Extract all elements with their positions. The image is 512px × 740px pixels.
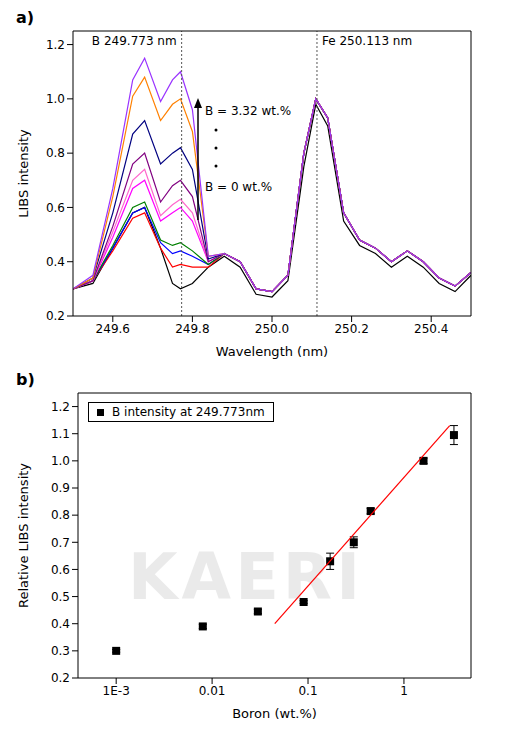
svg-text:Wavelength (nm): Wavelength (nm) [216,344,328,359]
svg-text:1.2: 1.2 [46,38,65,52]
svg-text:1.0: 1.0 [51,454,70,468]
svg-text:0.8: 0.8 [46,146,65,160]
html-text:B = 0 wt.%: B = 0 wt.% [205,180,273,194]
html-text:a): a) [16,8,35,27]
html-text:B intensity at 249.773nm: B intensity at 249.773nm [112,405,265,419]
html-text:B = 3.32 wt.%: B = 3.32 wt.% [205,104,292,118]
svg-text:0.8: 0.8 [51,508,70,522]
svg-text:0.4: 0.4 [51,617,70,631]
svg-text:0.4: 0.4 [46,255,65,269]
svg-text:LIBS intensity: LIBS intensity [16,129,31,218]
svg-text:B 249.773 nm: B 249.773 nm [92,34,177,48]
svg-text:1.2: 1.2 [51,400,70,414]
svg-text:1.1: 1.1 [51,427,70,441]
html-text:b): b) [16,370,35,389]
svg-text:Boron (wt.%): Boron (wt.%) [232,706,317,721]
svg-text:250.0: 250.0 [255,322,289,336]
svg-text:Relative LIBS intensity: Relative LIBS intensity [16,463,31,608]
svg-text:0.6: 0.6 [51,563,70,577]
svg-text:0.2: 0.2 [46,309,65,323]
svg-text:250.4: 250.4 [414,322,448,336]
svg-text:0.9: 0.9 [51,481,70,495]
svg-text:0.1: 0.1 [298,684,317,698]
svg-text:0.3: 0.3 [51,644,70,658]
svg-text:0.5: 0.5 [51,590,70,604]
svg-text:249.8: 249.8 [175,322,209,336]
svg-text:1: 1 [400,684,408,698]
svg-text:250.2: 250.2 [334,322,368,336]
svg-text:0.01: 0.01 [199,684,226,698]
svg-text:1E-3: 1E-3 [103,684,130,698]
svg-text:249.6: 249.6 [96,322,130,336]
svg-text:1.0: 1.0 [46,92,65,106]
svg-text:0.2: 0.2 [51,671,70,685]
html-text:KAERI: KAERI [128,540,364,614]
svg-text:Fe 250.113 nm: Fe 250.113 nm [322,34,412,48]
svg-text:0.6: 0.6 [46,201,65,215]
svg-text:0.7: 0.7 [51,536,70,550]
